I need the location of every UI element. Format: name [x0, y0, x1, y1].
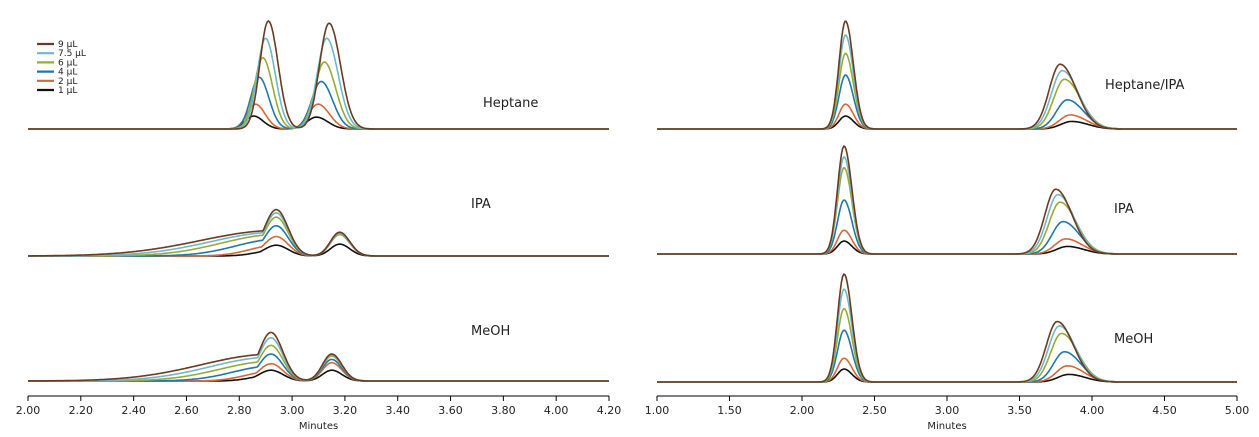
trace-group-ipa: IPA	[657, 145, 1237, 255]
x-axis-label: Minutes	[299, 421, 338, 432]
x-tick-label: 3.00	[935, 404, 960, 417]
x-tick-label: 4.20	[597, 404, 622, 417]
trace-label: IPA	[471, 197, 491, 212]
trace-group-heptane-ipa: Heptane/IPA	[657, 20, 1237, 130]
trace-group-meoh: MeOH	[28, 324, 609, 382]
series-line	[657, 103, 1237, 130]
series-line	[657, 229, 1237, 255]
x-tick-label: 2.00	[16, 404, 41, 417]
series-line	[657, 115, 1237, 130]
right-panel: 1.00 1.50 2.00 2.50 3.00 3.50 4.00 4.50 5.00 Minu…	[645, 20, 1250, 432]
x-tick-label: 3.40	[385, 404, 410, 417]
series-line	[28, 208, 609, 257]
series-line	[28, 216, 609, 257]
series-line	[657, 357, 1237, 383]
x-tick-label: 2.80	[227, 404, 252, 417]
trace-label: MeOH	[1114, 332, 1153, 347]
legend-label: 2 µL	[58, 77, 77, 87]
x-tick-label: 3.20	[333, 404, 358, 417]
series-line	[657, 273, 1237, 383]
trace-label: IPA	[1114, 202, 1134, 217]
trace-group-meoh: MeOH	[657, 273, 1237, 383]
series-line	[657, 20, 1237, 130]
trace-label: MeOH	[471, 324, 510, 339]
legend-label: 4 µL	[58, 68, 77, 78]
series-line	[657, 166, 1237, 255]
legend-label: 7.5 µL	[58, 49, 86, 59]
x-tick-label: 3.00	[280, 404, 305, 417]
series-line	[657, 240, 1237, 255]
legend-label: 1 µL	[58, 86, 77, 96]
x-tick-label: 3.60	[438, 404, 463, 417]
legend-label: 9 µL	[58, 40, 77, 50]
trace-label: Heptane	[483, 96, 538, 111]
x-tick-label: 1.00	[645, 404, 670, 417]
x-tick-label: 2.50	[862, 404, 887, 417]
series-line	[657, 199, 1237, 255]
x-tick-label: 2.40	[121, 404, 146, 417]
x-tick-label: 5.00	[1225, 404, 1250, 417]
x-axis-label: Minutes	[927, 421, 966, 432]
series-line	[28, 344, 609, 382]
series-line	[657, 368, 1237, 383]
trace-label: Heptane/IPA	[1105, 78, 1185, 93]
x-tick-label: 2.60	[174, 404, 199, 417]
x-tick-label: 4.00	[544, 404, 569, 417]
trace-group-heptane: Heptane	[28, 20, 609, 130]
series-line	[28, 20, 609, 130]
legend: 9 µL7.5 µL6 µL4 µL2 µL1 µL	[37, 40, 86, 96]
x-tick-label: 2.00	[790, 404, 815, 417]
x-tick-label: 3.80	[491, 404, 516, 417]
left-panel: 2.00 2.20 2.40 2.60 2.80 3.00 3.20 3.40 3.60 3.80…	[16, 20, 622, 432]
trace-group-ipa: IPA	[28, 197, 609, 257]
x-tick-label: 1.50	[717, 404, 742, 417]
x-tick-label: 4.00	[1080, 404, 1105, 417]
x-tick-label: 2.20	[69, 404, 94, 417]
series-line	[657, 156, 1237, 255]
series-line	[657, 145, 1237, 255]
series-line	[28, 331, 609, 382]
series-line	[28, 212, 609, 257]
series-line	[28, 225, 609, 257]
x-tick-label: 4.50	[1152, 404, 1177, 417]
legend-label: 6 µL	[58, 58, 77, 68]
series-line	[28, 115, 609, 130]
x-tick-label: 3.50	[1007, 404, 1032, 417]
